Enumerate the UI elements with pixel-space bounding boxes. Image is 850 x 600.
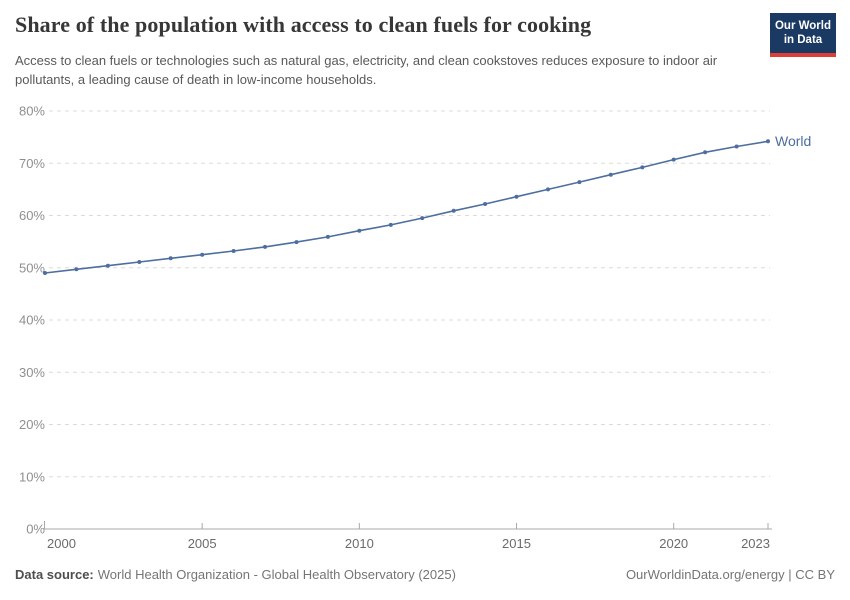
data-point-2022[interactable]: [734, 144, 739, 149]
owid-logo-line2: in Data: [783, 34, 823, 46]
x-axis-tick-label: 2020: [659, 536, 688, 551]
x-axis-tick-label: 2010: [345, 536, 374, 551]
y-axis-tick-label: 20%: [19, 417, 45, 432]
y-axis-tick-label: 50%: [19, 260, 45, 275]
x-axis-tick-label: 2023: [741, 536, 770, 551]
data-point-2018[interactable]: [608, 172, 613, 177]
data-source-label: Data source:: [15, 567, 94, 582]
data-point-2021[interactable]: [703, 150, 708, 155]
owid-logo[interactable]: Our World in Data: [770, 13, 836, 57]
data-source-text: World Health Organization - Global Healt…: [97, 567, 456, 582]
x-axis-tick-label: 2015: [502, 536, 531, 551]
y-axis-tick-label: 10%: [19, 469, 45, 484]
y-axis-tick-label: 70%: [19, 156, 45, 171]
data-point-2008[interactable]: [294, 240, 299, 245]
y-axis-tick-label: 0%: [26, 522, 45, 537]
data-point-2020[interactable]: [671, 157, 676, 162]
data-point-2002[interactable]: [105, 263, 110, 268]
data-point-2009[interactable]: [325, 234, 330, 239]
y-axis-tick-label: 80%: [19, 104, 45, 119]
data-point-2003[interactable]: [137, 260, 142, 264]
data-point-2013[interactable]: [451, 208, 456, 213]
x-axis-tick-label: 2000: [47, 536, 76, 551]
data-point-2005[interactable]: [200, 252, 205, 257]
data-point-2010[interactable]: [357, 228, 362, 233]
line-chart[interactable]: 0% 10% 20% 30% 40% 50% 60% 70% 80% 2000 2005 2010 20…: [0, 95, 850, 555]
chart-subtitle: Access to clean fuels or technologies su…: [15, 53, 718, 87]
data-point-2006[interactable]: [231, 249, 236, 253]
y-axis-tick-label: 30%: [19, 365, 45, 380]
license-link[interactable]: OurWorldinData.org/energy | CC BY: [625, 567, 835, 582]
page-title: Share of the population with access to c…: [15, 12, 592, 37]
data-point-2007[interactable]: [263, 244, 267, 249]
data-point-2019[interactable]: [640, 165, 645, 170]
series-line-world: [44, 140, 769, 274]
y-axis-tick-label: 60%: [19, 208, 45, 223]
line-chart-svg[interactable]: 0% 10% 20% 30% 40% 50% 60% 70% 80% 2000 2005 2010 20…: [0, 95, 850, 555]
data-point-2000[interactable]: [43, 271, 47, 275]
y-axis-tick-label: 40%: [19, 313, 45, 328]
data-point-2004[interactable]: [168, 256, 173, 261]
data-point-2023[interactable]: [766, 139, 770, 144]
series-end-label: World: [775, 133, 811, 149]
chart-footer: Data source: World Health Organization - …: [15, 567, 835, 582]
data-point-2012[interactable]: [420, 216, 425, 221]
data-point-2017[interactable]: [577, 180, 582, 185]
data-point-2014[interactable]: [483, 202, 488, 206]
x-axis-tick-label: 2005: [188, 536, 217, 551]
data-source: Data source: World Health Organization - …: [15, 567, 456, 582]
data-point-2016[interactable]: [546, 187, 550, 192]
data-point-2011[interactable]: [388, 222, 393, 227]
owid-logo-line1: Our World: [774, 19, 831, 32]
data-point-2001[interactable]: [74, 267, 79, 272]
data-point-2015[interactable]: [514, 194, 519, 199]
